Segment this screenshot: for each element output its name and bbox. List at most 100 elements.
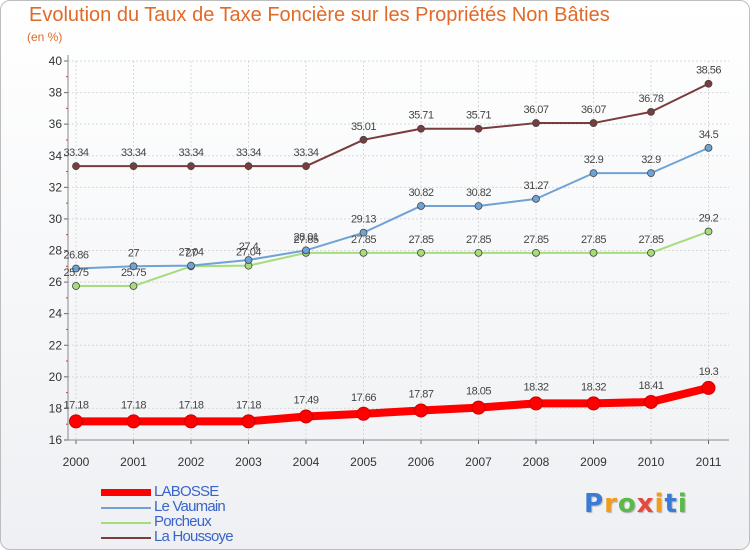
point-le-vaumain: [474, 202, 483, 210]
point-la-houssoye: [244, 162, 253, 171]
data-label-labosse: 18.32: [523, 381, 548, 393]
point-labosse: [299, 409, 313, 424]
y-tick-label: 24: [49, 307, 63, 321]
data-labels: 33.34 33.34 33.34 33.34 33.34 35.01 35.71 35.71…: [63, 65, 721, 412]
point-le-vaumain: [187, 261, 195, 270]
data-label-labosse: 19.3: [699, 366, 719, 378]
data-label-le-vaumain: 27.4: [239, 241, 259, 253]
y-tick-label: 30: [49, 212, 63, 226]
y-tick-label: 20: [49, 370, 63, 384]
data-label-porcheux: 25.75: [63, 267, 88, 279]
legend-label-la-houssoye: La Houssoye: [154, 528, 234, 545]
data-label-labosse: 17.18: [236, 399, 261, 411]
proxiti-logo: Proxiti: [584, 489, 688, 519]
logo-letter: t: [664, 489, 678, 519]
data-label-porcheux: 27.85: [638, 234, 663, 246]
point-la-houssoye: [72, 162, 80, 171]
point-porcheux: [474, 248, 483, 257]
data-label-labosse: 18.32: [581, 381, 606, 393]
point-labosse: [126, 414, 141, 429]
data-label-labosse: 17.87: [408, 388, 433, 400]
point-porcheux: [589, 248, 598, 257]
data-label-la-houssoye: 36.07: [581, 104, 606, 116]
data-label-le-vaumain: 32.9: [641, 154, 661, 166]
x-tick-label: 2011: [696, 455, 722, 469]
data-label-la-houssoye: 35.71: [408, 110, 433, 122]
y-tick-label: 32: [49, 180, 63, 194]
point-le-vaumain: [532, 194, 540, 203]
point-labosse: [701, 380, 716, 395]
x-tick-label: 2009: [580, 455, 607, 469]
data-label-le-vaumain: 27: [128, 247, 140, 259]
x-tick-label: 2008: [523, 455, 550, 469]
x-tick-label: 2001: [120, 455, 147, 469]
logo-letter: o: [617, 489, 637, 519]
data-label-porcheux: 27.85: [523, 234, 548, 246]
point-porcheux: [359, 248, 368, 257]
data-label-le-vaumain: 34.5: [699, 129, 719, 141]
y-tick-label: 34: [49, 149, 63, 163]
data-label-la-houssoye: 35.01: [351, 121, 376, 133]
series-line-porcheux: [76, 230, 709, 288]
point-labosse: [69, 414, 83, 429]
point-la-houssoye: [302, 162, 310, 171]
point-la-houssoye: [704, 79, 713, 88]
data-label-la-houssoye: 33.34: [293, 147, 318, 159]
series-line-le-vaumain: [75, 146, 709, 270]
x-tick-label: 2000: [63, 455, 90, 469]
point-la-houssoye: [474, 124, 483, 133]
data-label-le-vaumain: 27.04: [178, 247, 203, 259]
logo-letter: i: [677, 489, 688, 519]
point-la-houssoye: [647, 107, 655, 116]
point-labosse: [241, 414, 256, 429]
data-label-labosse: 17.49: [293, 394, 318, 406]
data-label-porcheux: 27.85: [293, 234, 318, 246]
point-porcheux: [72, 282, 80, 290]
data-label-le-vaumain: 32.9: [584, 154, 604, 166]
data-label-la-houssoye: 38.56: [696, 65, 721, 77]
data-label-porcheux: 27: [185, 247, 197, 259]
data-label-le-vaumain: 30.82: [408, 187, 433, 199]
logo-letter: P: [584, 489, 605, 519]
series-line-la-houssoye: [76, 82, 709, 168]
legend-swatch-labosse: [101, 489, 151, 496]
point-le-vaumain: [129, 262, 138, 271]
data-label-labosse: 17.18: [121, 399, 146, 411]
point-le-vaumain: [359, 228, 368, 237]
data-label-labosse: 18.41: [638, 380, 663, 392]
data-label-la-houssoye: 36.78: [638, 93, 663, 105]
x-tick-label: 2004: [293, 455, 320, 469]
point-labosse: [414, 403, 428, 418]
legend-swatch-porcheux: [101, 522, 151, 524]
point-porcheux: [647, 248, 655, 257]
logo-letter: x: [636, 489, 655, 519]
chart-title: Evolution du Taux de Taxe Foncière sur l…: [29, 4, 610, 26]
data-label-porcheux: 29.2: [699, 213, 719, 225]
logo-letter: i: [654, 489, 665, 519]
legend-label-le-vaumain: Le Vaumain: [154, 498, 226, 515]
legend-swatch-la-houssoye: [101, 537, 151, 539]
data-label-la-houssoye: 36.07: [523, 104, 548, 116]
point-la-houssoye: [589, 119, 598, 127]
point-porcheux: [532, 248, 540, 257]
point-labosse: [644, 394, 658, 409]
data-label-le-vaumain: 28.01: [293, 231, 318, 243]
y-tick-label: 40: [49, 54, 63, 68]
y-tick-label: 22: [49, 338, 63, 352]
point-labosse: [586, 396, 601, 411]
point-labosse: [184, 414, 198, 429]
x-tick-label: 2002: [178, 455, 205, 469]
y-tick-label: 18: [49, 401, 63, 415]
y-tick-label: 16: [49, 433, 63, 447]
x-tick-label: 2003: [235, 455, 262, 469]
data-label-porcheux: 27.85: [466, 234, 491, 246]
legend-label-labosse: LABOSSE: [154, 483, 219, 500]
data-label-la-houssoye: 33.34: [121, 147, 146, 159]
point-le-vaumain: [647, 169, 655, 178]
point-la-houssoye: [129, 162, 138, 171]
grid: [68, 60, 729, 441]
data-label-porcheux: 27.04: [236, 247, 261, 259]
x-tick-label: 2005: [350, 455, 377, 469]
point-la-houssoye: [417, 124, 425, 133]
